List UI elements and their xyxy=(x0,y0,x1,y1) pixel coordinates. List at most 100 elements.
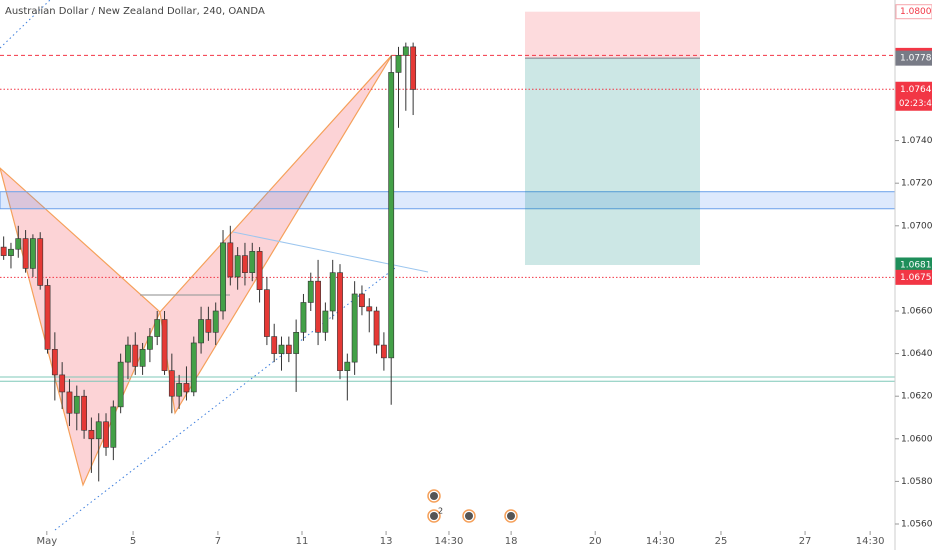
candle-body xyxy=(242,255,248,273)
candle-body xyxy=(190,342,197,393)
candle-body xyxy=(125,344,131,363)
x-tick-label: 13 xyxy=(380,536,393,547)
y-tick-label: 1.06400 xyxy=(901,349,932,359)
x-tick-label: 25 xyxy=(715,536,728,547)
candle-body xyxy=(337,272,343,371)
candle-body xyxy=(132,344,139,367)
candle-body xyxy=(278,344,285,354)
event-icon-inner xyxy=(430,492,438,500)
candle-body xyxy=(176,383,183,397)
price-label-bg xyxy=(895,269,932,285)
price-label-bg xyxy=(895,81,932,111)
candle-body xyxy=(103,421,109,448)
candle-body xyxy=(44,285,51,350)
candle-body xyxy=(198,319,204,344)
candle-body xyxy=(8,248,14,256)
candle-body xyxy=(154,319,161,337)
candle-body xyxy=(315,280,321,333)
y-tick-label: 1.06200 xyxy=(901,392,932,402)
x-tick-label: 14:30 xyxy=(646,536,675,547)
candle-body xyxy=(344,361,351,371)
candle-body xyxy=(220,242,226,312)
candle-body xyxy=(329,272,336,312)
candle-body xyxy=(249,251,256,273)
candle-body xyxy=(307,280,314,303)
y-tick-label: 1.05600 xyxy=(901,520,932,530)
price-label: 1.07641 xyxy=(900,85,932,95)
candle-body xyxy=(234,255,241,278)
candle-body xyxy=(366,306,373,312)
x-tick-label: 5 xyxy=(130,536,136,547)
candle-body xyxy=(256,251,263,290)
x-tick-label: 27 xyxy=(799,536,812,547)
candle-body xyxy=(285,344,292,354)
candle-body xyxy=(22,238,29,269)
candle-body xyxy=(373,310,380,346)
countdown: 02:23:47 xyxy=(899,99,932,109)
price-label: 1.08005 xyxy=(900,7,932,17)
candle-body xyxy=(293,332,300,354)
position-stop xyxy=(525,11,700,59)
candle-body xyxy=(51,349,58,376)
y-tick-label: 1.07000 xyxy=(901,221,932,231)
candle-body xyxy=(139,349,146,367)
zone xyxy=(0,191,896,210)
price-label: 1.06816 xyxy=(900,260,932,270)
candle-body xyxy=(395,55,402,73)
candle-body xyxy=(88,429,95,440)
x-tick-label: 20 xyxy=(589,536,602,547)
x-tick-label: 14:30 xyxy=(435,536,464,547)
candle-body xyxy=(380,344,387,359)
plot xyxy=(0,11,896,482)
price-label-bg xyxy=(895,50,932,66)
price-label-bg xyxy=(895,4,932,20)
y-tick-label: 1.06600 xyxy=(901,306,932,316)
position-target xyxy=(525,58,700,265)
candle-body xyxy=(161,319,168,371)
x-tick-label: May xyxy=(36,536,57,547)
candle-body xyxy=(30,238,36,269)
event-count: 2 xyxy=(438,507,443,516)
price-label: 1.06758 xyxy=(900,273,932,283)
candle-body xyxy=(37,238,44,286)
events: 2 xyxy=(427,489,518,523)
candle-body xyxy=(227,242,234,278)
candle-body xyxy=(410,46,417,90)
chart-title: Australian Dollar / New Zealand Dollar, … xyxy=(5,6,265,17)
candle-body xyxy=(263,289,270,337)
candle-body xyxy=(322,310,329,333)
candle-body xyxy=(73,395,80,414)
x-tick-label: 11 xyxy=(296,536,309,547)
price-label: 1.07787 xyxy=(900,54,932,64)
y-tick-label: 1.05800 xyxy=(901,477,932,487)
event-icon-inner xyxy=(465,512,473,520)
candle-body xyxy=(351,293,358,363)
candle-body xyxy=(271,336,278,354)
candle-body xyxy=(66,391,73,414)
y-tick-label: 1.07400 xyxy=(901,136,932,146)
event-icon-inner xyxy=(507,512,515,520)
candle-body xyxy=(359,293,365,308)
candle-body xyxy=(212,310,219,333)
candle-body xyxy=(146,336,153,350)
x-tick-label: 18 xyxy=(505,536,518,547)
candle-body xyxy=(15,238,22,250)
candle-body xyxy=(402,46,409,56)
candle-body xyxy=(110,406,117,448)
candle-body xyxy=(205,319,212,333)
candle-body xyxy=(168,370,175,397)
trend-line xyxy=(232,231,429,273)
x-tick-label: 7 xyxy=(215,536,221,547)
event-icon-inner xyxy=(430,512,438,520)
y-tick-label: 1.07200 xyxy=(901,179,932,189)
candle-body xyxy=(183,383,190,393)
candle-body xyxy=(300,302,307,333)
candle-body xyxy=(0,246,7,256)
candle-body xyxy=(81,395,87,431)
candle-body xyxy=(95,421,102,440)
candle-body xyxy=(388,72,395,359)
y-tick-label: 1.06000 xyxy=(901,434,932,444)
candle-body xyxy=(59,374,66,393)
